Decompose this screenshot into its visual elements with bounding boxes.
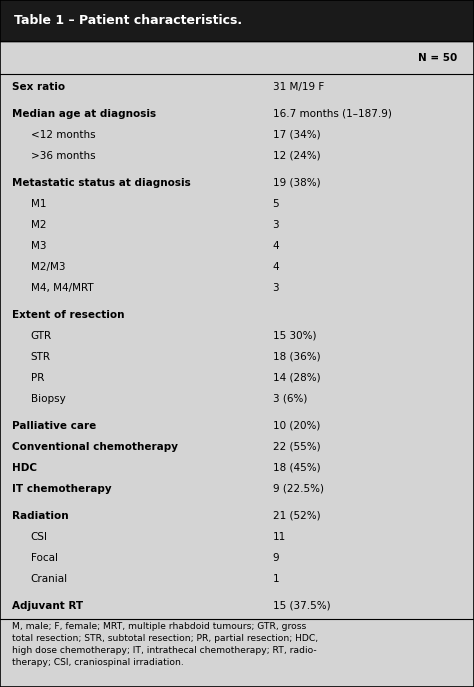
Text: Adjuvant RT: Adjuvant RT	[12, 600, 83, 611]
Text: M3: M3	[31, 240, 46, 251]
Text: N = 50: N = 50	[418, 53, 457, 63]
Text: 11: 11	[273, 532, 286, 542]
Text: 3: 3	[273, 220, 279, 230]
Text: 15 30%): 15 30%)	[273, 330, 316, 341]
Text: 1: 1	[273, 574, 279, 583]
Text: 12 (24%): 12 (24%)	[273, 150, 320, 161]
Text: IT chemotherapy: IT chemotherapy	[12, 484, 111, 493]
Text: GTR: GTR	[31, 330, 52, 341]
Text: Cranial: Cranial	[31, 574, 68, 583]
Text: 17 (34%): 17 (34%)	[273, 130, 320, 140]
Text: M4, M4/MRT: M4, M4/MRT	[31, 282, 93, 293]
Text: 18 (36%): 18 (36%)	[273, 352, 320, 362]
Text: 21 (52%): 21 (52%)	[273, 510, 320, 521]
Text: 10 (20%): 10 (20%)	[273, 420, 320, 431]
Text: 3: 3	[273, 282, 279, 293]
Text: >36 months: >36 months	[31, 150, 95, 161]
Text: Table 1 – Patient characteristics.: Table 1 – Patient characteristics.	[14, 14, 242, 27]
Text: Median age at diagnosis: Median age at diagnosis	[12, 109, 156, 119]
Text: 19 (38%): 19 (38%)	[273, 178, 320, 188]
Text: 9 (22.5%): 9 (22.5%)	[273, 484, 324, 493]
Text: Focal: Focal	[31, 552, 58, 563]
Text: Palliative care: Palliative care	[12, 420, 96, 431]
Text: 16.7 months (1–187.9): 16.7 months (1–187.9)	[273, 109, 392, 119]
Text: 4: 4	[273, 262, 279, 272]
Text: M2: M2	[31, 220, 46, 230]
Text: Metastatic status at diagnosis: Metastatic status at diagnosis	[12, 178, 191, 188]
Bar	[0, 0, 474, 41]
Text: 3 (6%): 3 (6%)	[273, 394, 307, 403]
Text: 22 (55%): 22 (55%)	[273, 442, 320, 452]
Text: M, male; F, female; MRT, multiple rhabdoid tumours; GTR, gross
total resection; : M, male; F, female; MRT, multiple rhabdo…	[12, 622, 318, 667]
Text: 9: 9	[273, 552, 279, 563]
Text: 15 (37.5%): 15 (37.5%)	[273, 600, 330, 611]
Text: CSI: CSI	[31, 532, 48, 542]
Text: Extent of resection: Extent of resection	[12, 310, 124, 320]
Text: Conventional chemotherapy: Conventional chemotherapy	[12, 442, 178, 452]
Text: 4: 4	[273, 240, 279, 251]
Text: Biopsy: Biopsy	[31, 394, 65, 403]
Text: 18 (45%): 18 (45%)	[273, 462, 320, 473]
Text: 31 M/19 F: 31 M/19 F	[273, 82, 324, 92]
Text: Radiation: Radiation	[12, 510, 68, 521]
Text: <12 months: <12 months	[31, 130, 95, 140]
Text: M2/M3: M2/M3	[31, 262, 65, 272]
Text: STR: STR	[31, 352, 51, 362]
Text: HDC: HDC	[12, 462, 37, 473]
Text: 14 (28%): 14 (28%)	[273, 372, 320, 383]
Text: M1: M1	[31, 199, 46, 209]
Text: 5: 5	[273, 199, 279, 209]
Text: Sex ratio: Sex ratio	[12, 82, 65, 92]
Text: PR: PR	[31, 372, 44, 383]
